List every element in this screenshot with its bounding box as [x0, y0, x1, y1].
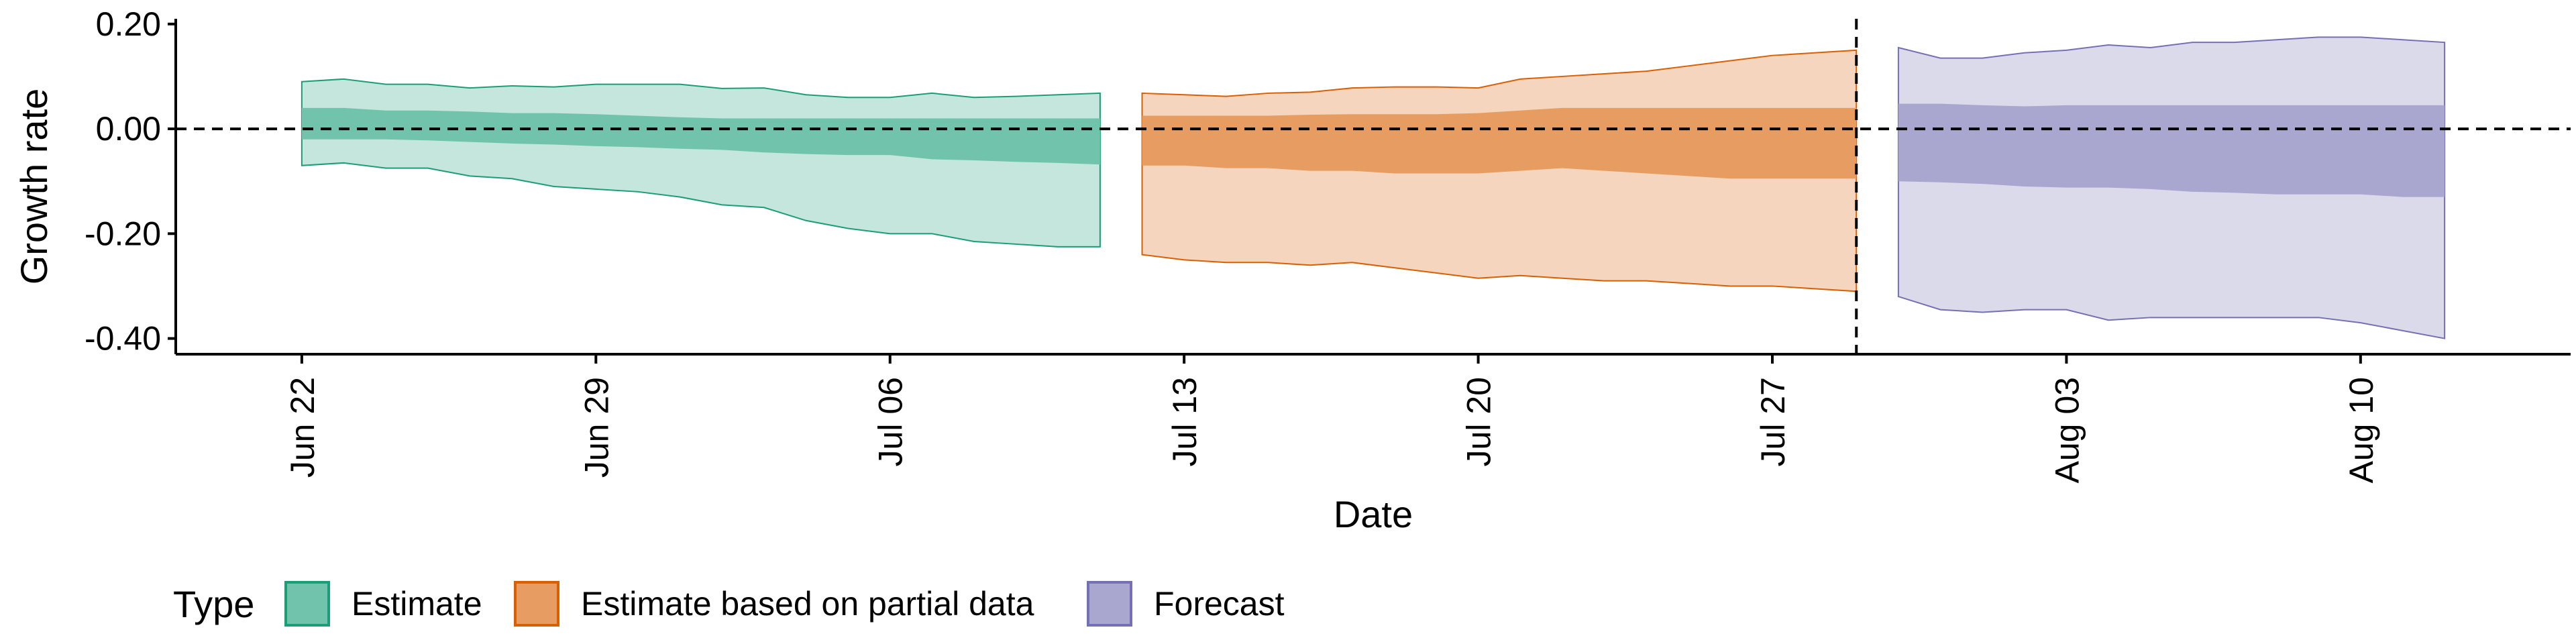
x-tick-label: Jul 27 — [1754, 377, 1792, 466]
y-tick-label: 0.20 — [96, 5, 161, 43]
legend-title: Type — [173, 583, 254, 625]
y-tick-label: -0.40 — [85, 320, 161, 358]
y-tick-label: 0.00 — [96, 110, 161, 148]
x-tick-label: Jun 22 — [284, 377, 321, 478]
legend-label-estimate-based-on-partial-data: Estimate based on partial data — [581, 585, 1034, 623]
x-tick-label: Jul 06 — [872, 377, 910, 466]
estimate-band-90 — [301, 78, 1101, 248]
reference-lines — [176, 19, 2571, 354]
legend-key-estimate-based-on-partial-data — [514, 581, 559, 627]
x-axis-title: Date — [1334, 493, 1413, 535]
estimate-band-50 — [301, 107, 1100, 165]
y-ticks: 0.20 0.00 -0.20 -0.40 — [85, 5, 176, 358]
legend-label-forecast: Forecast — [1154, 585, 1285, 623]
x-tick-label: Aug 10 — [2343, 377, 2380, 483]
x-tick-label: Jul 20 — [1460, 377, 1498, 466]
estimate-based-on-partial-data-band-50 — [1142, 107, 1857, 179]
bands-layer — [301, 36, 2446, 339]
forecast-band-50 — [1898, 103, 2445, 197]
legend-label-estimate: Estimate — [352, 585, 482, 623]
x-tick-label: Jul 13 — [1166, 377, 1203, 466]
x-ticks: Jun 22 Jun 29 Jul 06 Jul 13 Jul 20 Jul 27 Aug … — [284, 354, 2380, 483]
legend: Type Estimate Estimate based on partial d… — [173, 581, 1285, 627]
axes: 0.20 0.00 -0.20 -0.40 Jun 22 Jun 29 Jul 06 Jul… — [13, 5, 2571, 535]
legend-key-estimate — [284, 581, 330, 627]
legend-key-forecast — [1087, 581, 1132, 627]
y-tick-label: -0.20 — [85, 215, 161, 252]
legend-items: Estimate Estimate based on partial data Fo… — [284, 581, 1285, 627]
y-axis-title: Growth rate — [13, 89, 55, 285]
x-tick-label: Aug 03 — [2048, 377, 2086, 483]
x-tick-label: Jun 29 — [578, 377, 615, 478]
